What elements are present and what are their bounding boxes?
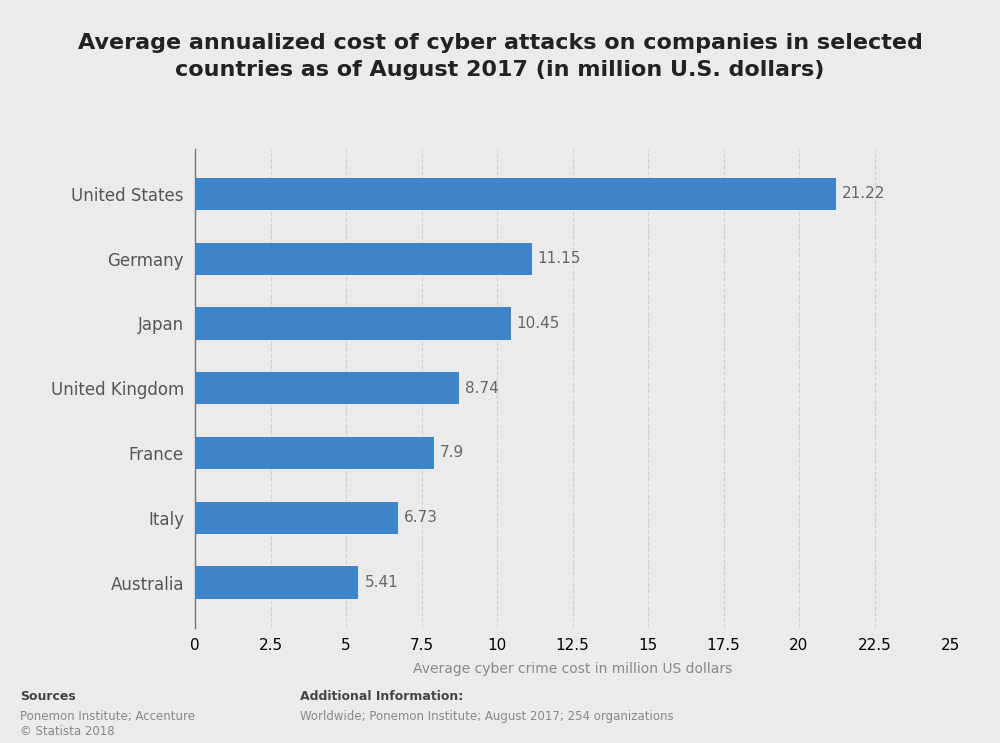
Text: Average annualized cost of cyber attacks on companies in selected
countries as o: Average annualized cost of cyber attacks… xyxy=(78,33,922,80)
Text: 7.9: 7.9 xyxy=(440,446,464,461)
Bar xyxy=(195,308,511,340)
Text: Additional Information:: Additional Information: xyxy=(300,690,463,702)
Text: Ponemon Institute; Accenture
© Statista 2018: Ponemon Institute; Accenture © Statista … xyxy=(20,710,195,739)
Bar xyxy=(195,242,532,275)
Text: Sources: Sources xyxy=(20,690,76,702)
Bar xyxy=(195,502,398,534)
Text: 10.45: 10.45 xyxy=(517,316,560,331)
Text: 21.22: 21.22 xyxy=(842,186,885,201)
Text: 5.41: 5.41 xyxy=(364,575,398,590)
Bar xyxy=(195,437,434,469)
Text: 11.15: 11.15 xyxy=(538,251,581,266)
Text: 8.74: 8.74 xyxy=(465,380,499,396)
X-axis label: Average cyber crime cost in million US dollars: Average cyber crime cost in million US d… xyxy=(413,661,732,675)
Bar xyxy=(195,566,358,599)
Text: 6.73: 6.73 xyxy=(404,510,438,525)
Bar xyxy=(195,178,836,210)
Text: Worldwide; Ponemon Institute; August 2017; 254 organizations: Worldwide; Ponemon Institute; August 201… xyxy=(300,710,674,723)
Bar xyxy=(195,372,459,404)
